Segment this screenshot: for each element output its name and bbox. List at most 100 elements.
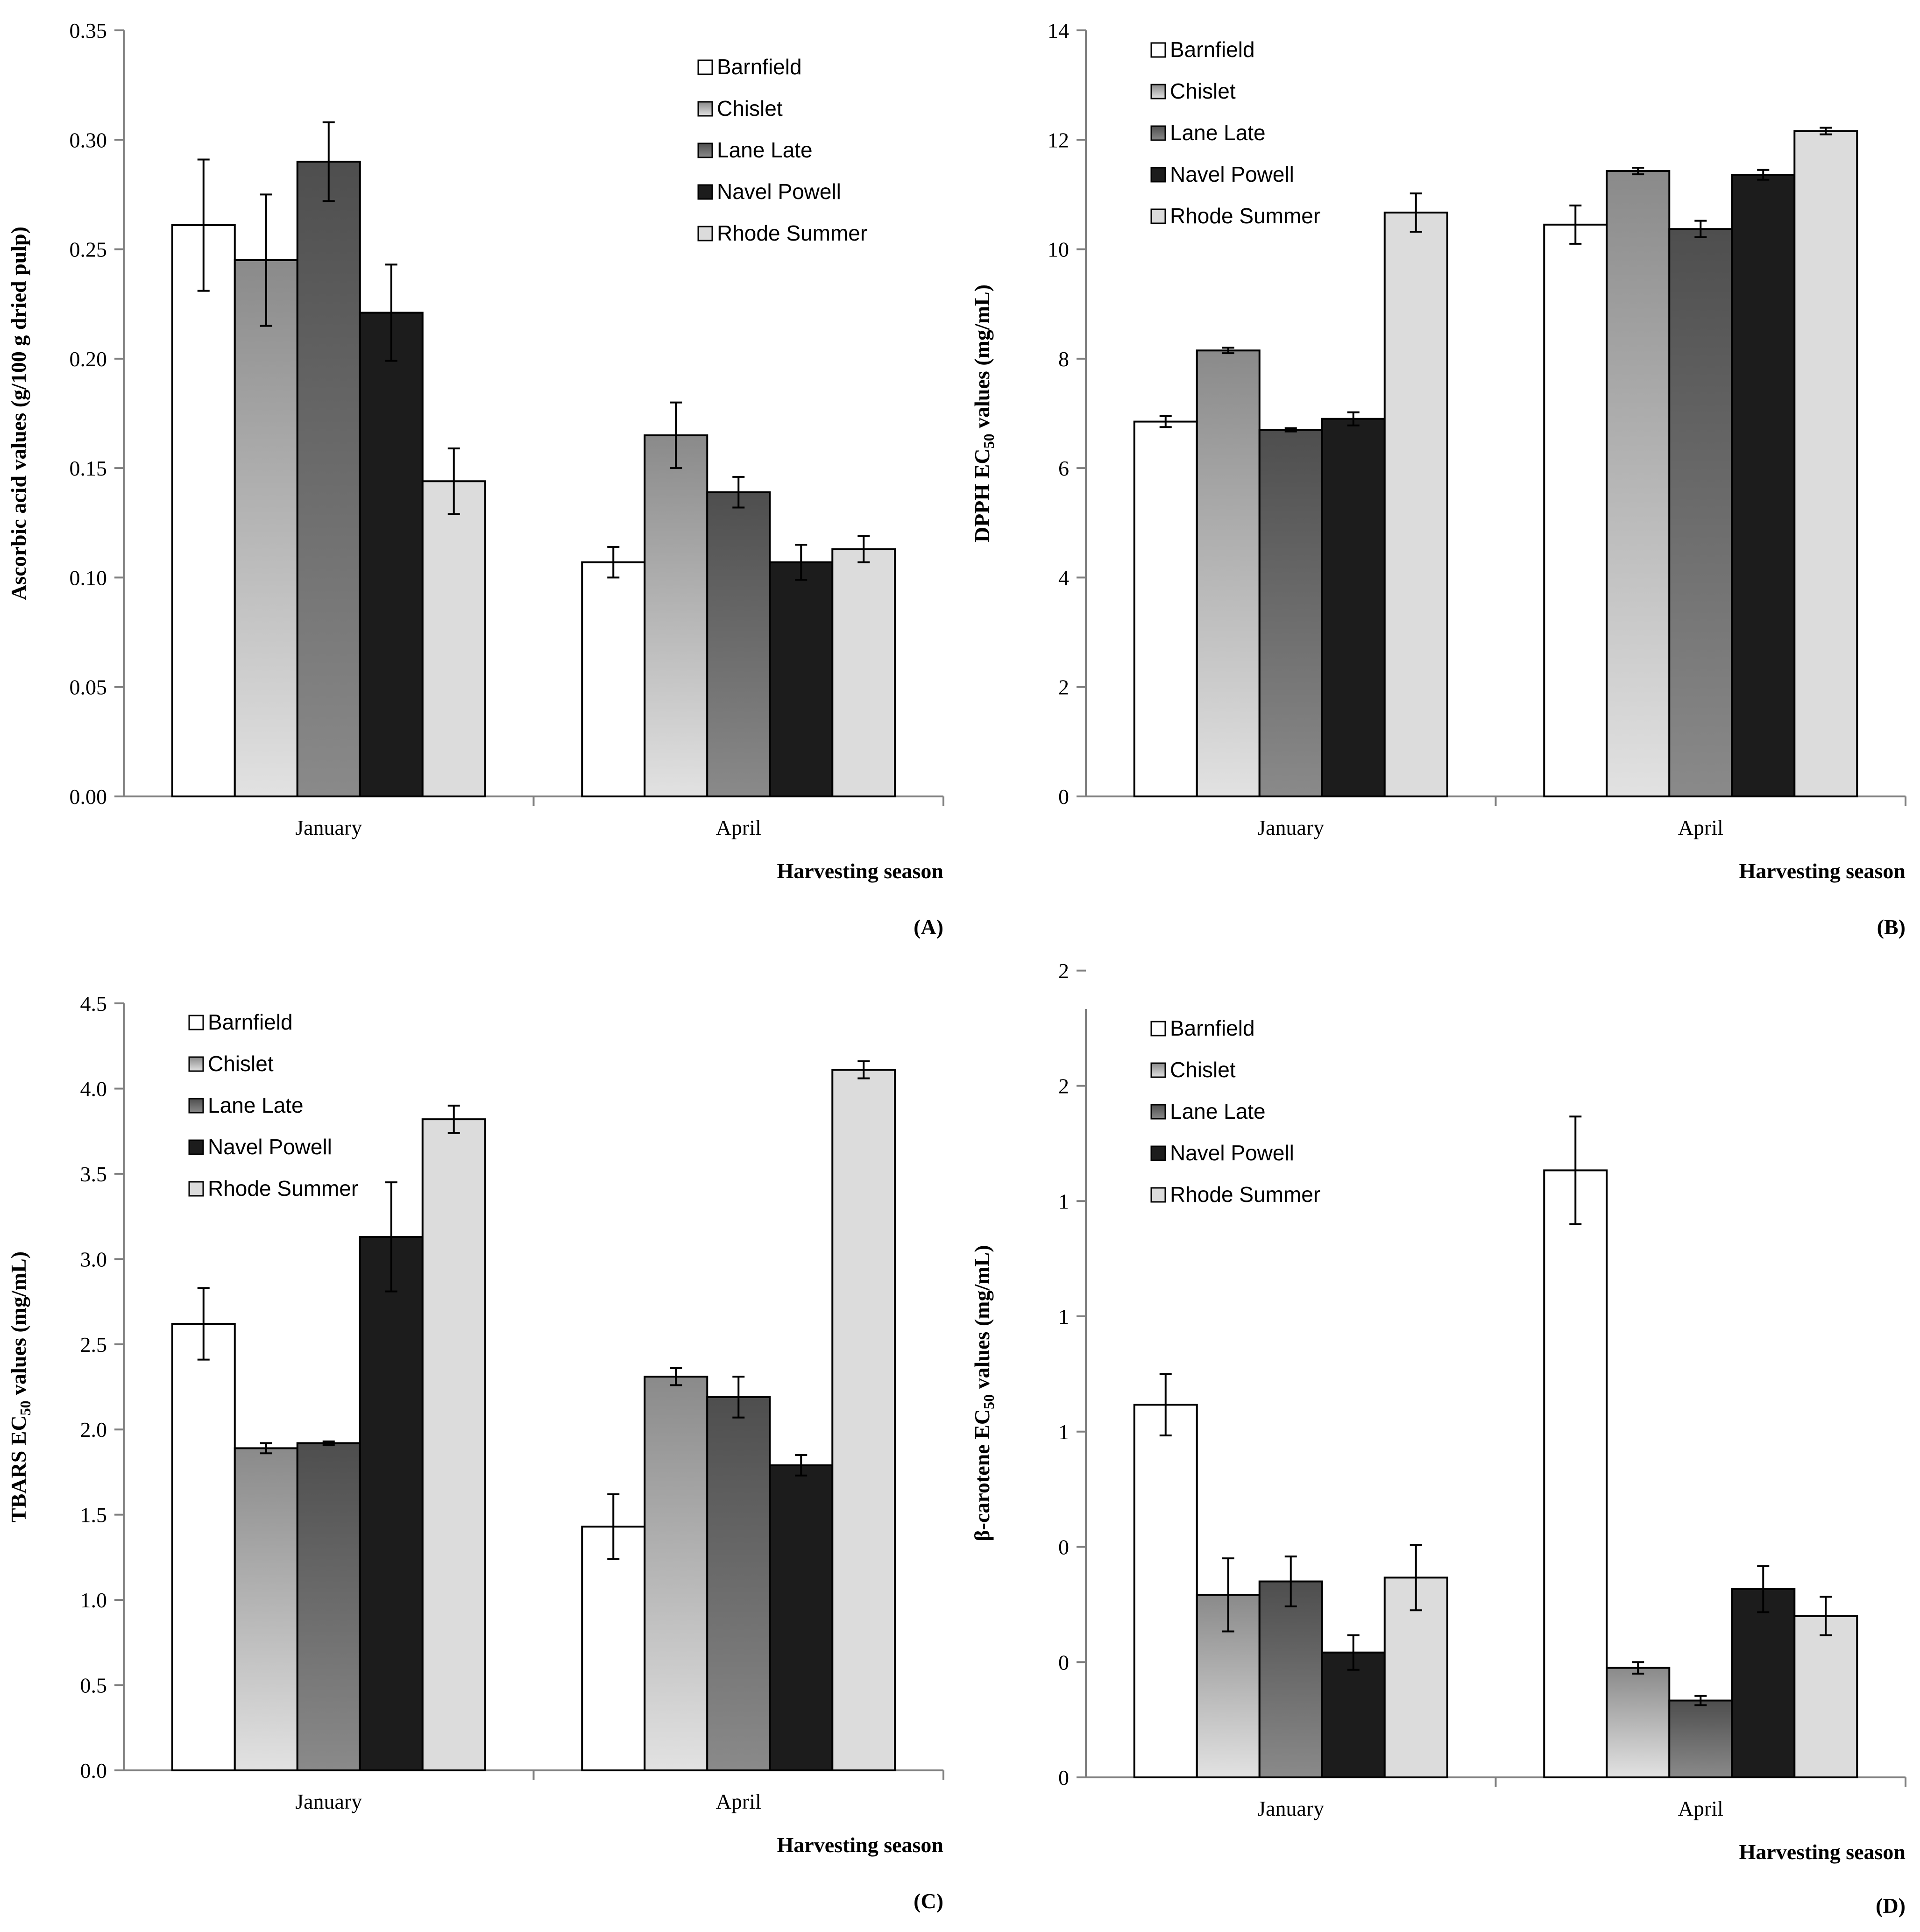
panel-2-bar (1668, 228, 1733, 798)
panel-1-bar (831, 548, 896, 797)
panel-3-legend-label: Chislet (208, 1051, 274, 1076)
panel-4-legend-label: Barnfield (1170, 1016, 1255, 1040)
panel-3-bar (234, 1447, 298, 1772)
panel-2-panel-label: (B) (1877, 915, 1906, 939)
panel-3-bar (831, 1069, 896, 1771)
panel-1-y-tick-label: 0.35 (70, 19, 107, 43)
panel-1-legend-swatch (697, 226, 713, 242)
panel-2-x-axis-title: Harvesting season (1739, 859, 1906, 883)
panel-1-legend-label: Rhode Summer (717, 221, 867, 245)
panel-1-bar (769, 561, 834, 797)
panel-4-y-tick-label: 0 (1058, 1650, 1069, 1674)
panel-3-legend-label: Rhode Summer (208, 1176, 358, 1200)
panel-1-y-tick-label: 0.30 (70, 128, 107, 152)
panel-1-legend-label: Chislet (717, 96, 783, 121)
panel-3-bar (581, 1526, 646, 1772)
panel-1-panel-label: (A) (914, 915, 943, 939)
panel-4-bar (1731, 1588, 1796, 1779)
panel-3-legend-label: Barnfield (208, 1010, 293, 1034)
panel-4-y-tick-label: 1 (1058, 1305, 1069, 1328)
panel-2-bar (1133, 420, 1198, 797)
panel-2-legend-swatch (1150, 84, 1166, 99)
panel-2-legend-swatch (1150, 125, 1166, 141)
panel-4-y-tick-label: 1 (1058, 1189, 1069, 1213)
panel-3-legend-swatch (188, 1056, 204, 1072)
panel-1-bar (581, 561, 646, 797)
panel-3-y-tick-label: 3.0 (80, 1247, 107, 1271)
panel-2-bar (1196, 349, 1261, 797)
panel-3-y-tick-label: 3.5 (80, 1162, 107, 1186)
panel-4-y-axis-title: β-carotene EC50 values (mg/mL) (970, 1245, 997, 1541)
panel-1-y-tick-label: 0.25 (70, 238, 107, 262)
panel-3-legend-label: Navel Powell (208, 1135, 332, 1159)
panel-1-y-axis-title-part: Ascorbic acid values (g/100 g dried pulp… (7, 227, 30, 600)
panel-1-y-tick-label: 0.00 (70, 785, 107, 809)
panel-4-legend-label: Navel Powell (1170, 1141, 1294, 1165)
panel-2-y-tick-label: 6 (1058, 456, 1069, 480)
panel-2-y-tick-label: 12 (1048, 128, 1069, 152)
panel-1-y-tick-label: 0.10 (70, 566, 107, 590)
panel-2-y-tick-label: 10 (1048, 238, 1069, 262)
panel-4-bar (1793, 1615, 1858, 1779)
panel-3-y-axis-title: TBARS EC50 values (mg/mL) (7, 1251, 34, 1522)
panel-4-x-axis-title: Harvesting season (1739, 1840, 1906, 1864)
panel-1-bar (421, 480, 486, 798)
panel-3-bar (769, 1464, 834, 1771)
panel-4-y-tick-label: 0 (1058, 1535, 1069, 1559)
panel-2-y-tick-label: 14 (1048, 19, 1069, 43)
panel-3-y-tick-label: 2.0 (80, 1418, 107, 1442)
panel-4-legend-label: Lane Late (1170, 1099, 1266, 1123)
panel-3-y-axis-title-part: values (mg/mL) (7, 1251, 30, 1400)
panel-2-bar (1258, 429, 1323, 797)
panel-3-bar (359, 1236, 424, 1771)
panel-4-legend-swatch (1150, 1187, 1166, 1203)
panel-2-y-axis-title-part: 50 (980, 433, 997, 448)
panel-2-legend-swatch (1150, 167, 1166, 183)
panel-1-bar (171, 224, 236, 797)
panel-3-y-tick-label: 0.5 (80, 1674, 107, 1698)
panel-1-category-label: April (716, 816, 761, 839)
panel-4-panel-label: (D) (1876, 1894, 1906, 1918)
panel-4-legend-swatch (1150, 1062, 1166, 1078)
panel-3-legend-swatch (188, 1139, 204, 1155)
panel-3-legend-swatch (188, 1015, 204, 1030)
panel-1-category-label: January (295, 816, 362, 839)
panel-2-y-tick-label: 8 (1058, 347, 1069, 371)
panel-4-legend-swatch (1150, 1021, 1166, 1037)
panel-2-legend-label: Lane Late (1170, 121, 1266, 145)
panel-4-y-tick-label: 1 (1058, 1420, 1069, 1444)
panel-3-bar (171, 1322, 236, 1772)
panel-3-y-tick-label: 1.5 (80, 1503, 107, 1527)
panel-2-legend-swatch (1150, 42, 1166, 58)
panel-4-legend-swatch (1150, 1104, 1166, 1120)
panel-3-y-tick-label: 2.5 (80, 1333, 107, 1357)
panel-4-y-tick-label: 2 (1058, 959, 1069, 983)
panel-4-category-label: January (1257, 1797, 1324, 1820)
panel-1-bar (296, 161, 361, 798)
panel-1-bar (644, 434, 708, 797)
panel-3-y-axis-title-part: 50 (17, 1400, 34, 1415)
panel-2-bar (1383, 212, 1448, 798)
panel-2-y-axis-title: DPPH EC50 values (mg/mL) (970, 284, 997, 542)
panel-3-bar (644, 1376, 708, 1771)
panel-2-bar (1321, 418, 1386, 797)
panel-2-bar (1793, 130, 1858, 797)
panel-3-legend-swatch (188, 1098, 204, 1114)
panel-3-x-axis-title: Harvesting season (777, 1833, 944, 1857)
panel-4-y-axis-title-part: 50 (980, 1394, 997, 1409)
panel-4-y-tick-label: 2 (1058, 1074, 1069, 1098)
panel-2-bar (1606, 170, 1671, 797)
panel-3-bar (296, 1442, 361, 1771)
panel-4-category-label: April (1678, 1797, 1723, 1820)
panel-2-y-tick-label: 4 (1058, 566, 1069, 590)
panel-4-bar (1133, 1404, 1198, 1779)
panel-1-legend-swatch (697, 101, 713, 117)
panel-2-legend-label: Navel Powell (1170, 162, 1294, 186)
panel-3-legend-label: Lane Late (208, 1093, 304, 1117)
panel-3-category-label: January (295, 1790, 362, 1813)
panel-3-category-label: April (716, 1790, 761, 1813)
panel-3-y-tick-label: 1.0 (80, 1588, 107, 1612)
panel-3-y-tick-label: 4.5 (80, 992, 107, 1016)
panel-2-category-label: April (1678, 816, 1723, 839)
